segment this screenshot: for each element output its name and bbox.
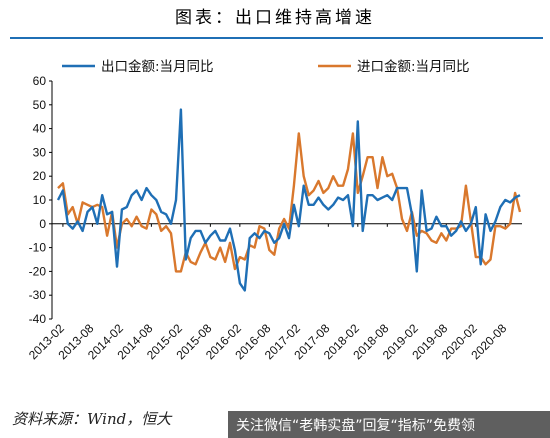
y-tick-label: 30 [33, 145, 47, 159]
source-note: 资料来源：Wind，恒大 [12, 410, 173, 428]
legend-item-import: 进口金额:当月同比 [318, 59, 470, 75]
chart-title: 图表：出口维持高增速 [175, 8, 375, 28]
watermark-bar [228, 411, 550, 438]
y-tick-label: 10 [33, 193, 47, 207]
y-tick-label: 40 [33, 122, 47, 136]
legend-label: 进口金额:当月同比 [357, 59, 470, 75]
y-tick-label: -30 [29, 288, 47, 302]
legend: 出口金额:当月同比 进口金额:当月同比 [62, 59, 470, 75]
y-tick-label: -20 [29, 264, 47, 278]
y-tick-label: -10 [29, 241, 47, 255]
watermark-text: 关注微信“老韩实盘”回复“指标”免费领 [236, 418, 476, 434]
plot-area: 6050403020100-10-20-30-402013-022013-082… [26, 74, 522, 362]
y-tick-label: -40 [29, 312, 47, 326]
series-line-import [57, 132, 522, 273]
y-tick-label: 50 [33, 98, 47, 112]
y-tick-label: 60 [33, 74, 47, 88]
y-tick-label: 0 [39, 217, 46, 231]
legend-item-export: 出口金额:当月同比 [62, 59, 214, 75]
series-line-export [56, 108, 521, 292]
y-tick-label: 20 [33, 169, 47, 183]
legend-label: 出口金额:当月同比 [101, 59, 214, 75]
